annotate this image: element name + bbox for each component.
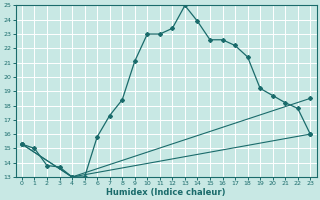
X-axis label: Humidex (Indice chaleur): Humidex (Indice chaleur) bbox=[106, 188, 226, 197]
